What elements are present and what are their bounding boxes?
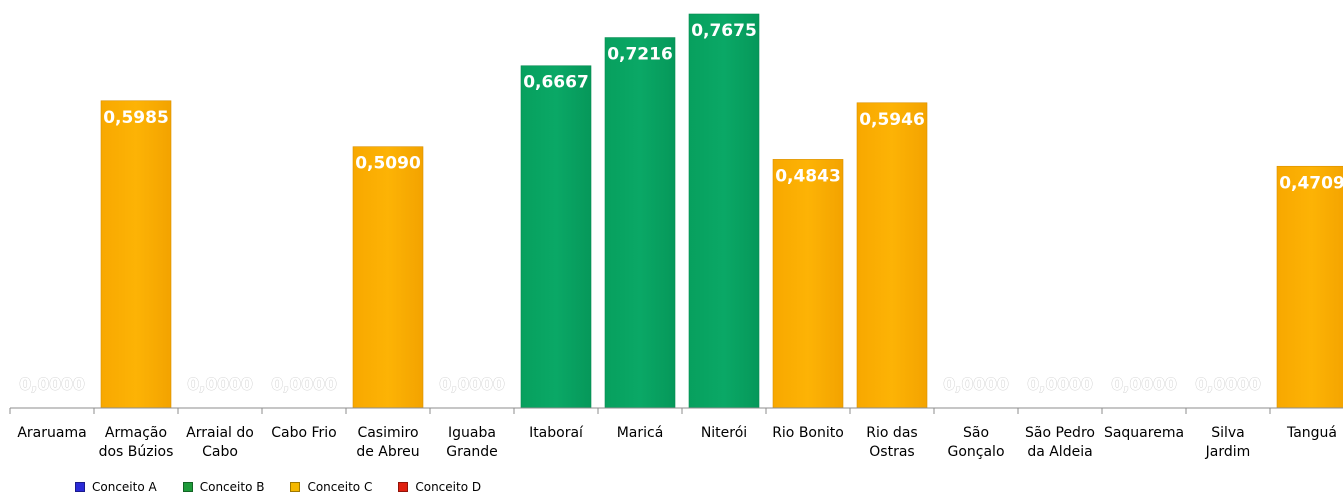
value-label-cabo-frio: 0,0000 bbox=[271, 375, 337, 395]
legend-label-c: Conceito C bbox=[307, 480, 373, 494]
legend-label-d: Conceito D bbox=[415, 480, 482, 494]
legend-item-conceito-b: Conceito B bbox=[182, 480, 265, 494]
category-label-iguaba-grande: Iguaba Grande bbox=[446, 425, 498, 460]
value-label-niteroi: 0,7675 bbox=[691, 21, 757, 41]
category-label-armacao-dos-buzios: Armação dos Búzios bbox=[99, 425, 174, 460]
category-label-arraial-do-cabo: Arraial do Cabo bbox=[186, 425, 254, 460]
bar-chart: 0,0000 0,5985 0,0000 0,0000 0,5090 0,0000 0,66… bbox=[9, 13, 1343, 460]
category-label-araruama: Araruama bbox=[17, 425, 86, 441]
legend-item-conceito-a: Conceito A bbox=[75, 480, 157, 494]
value-label-rio-das-ostras: 0,5946 bbox=[859, 110, 925, 130]
value-label-marica: 0,7216 bbox=[607, 45, 673, 65]
bar-armacao-dos-buzios bbox=[100, 100, 172, 409]
legend: Conceito A Conceito B Conceito C Conceit… bbox=[75, 480, 481, 494]
legend-swatch-c bbox=[290, 482, 301, 492]
category-label-tangua: Tanguá bbox=[1286, 425, 1337, 441]
value-label-saquarema: 0,0000 bbox=[1111, 375, 1177, 395]
legend-item-conceito-d: Conceito D bbox=[398, 480, 481, 494]
x-axis-ticks bbox=[9, 408, 1271, 414]
category-label-marica: Maricá bbox=[617, 425, 664, 441]
value-label-tangua: 0,4709 bbox=[1279, 173, 1343, 193]
value-label-casimiro-de-abreu: 0,5090 bbox=[355, 154, 421, 174]
bar-marica bbox=[604, 37, 676, 409]
legend-swatch-d bbox=[398, 482, 409, 492]
category-label-sao-goncalo: São Gonçalo bbox=[947, 425, 1004, 460]
value-label-armacao-dos-buzios: 0,5985 bbox=[103, 108, 169, 128]
value-label-sao-goncalo: 0,0000 bbox=[943, 375, 1009, 395]
value-label-silva-jardim: 0,0000 bbox=[1195, 375, 1261, 395]
category-label-sao-pedro-da-aldeia: São Pedro da Aldeia bbox=[1025, 425, 1095, 460]
legend-swatch-b bbox=[182, 482, 193, 492]
category-label-cabo-frio: Cabo Frio bbox=[271, 425, 337, 441]
bar-niteroi bbox=[688, 13, 760, 409]
category-label-casimiro-de-abreu: Casimiro de Abreu bbox=[356, 425, 419, 460]
bar-casimiro-de-abreu bbox=[352, 146, 424, 409]
value-label-iguaba-grande: 0,0000 bbox=[439, 375, 505, 395]
value-label-sao-pedro-da-aldeia: 0,0000 bbox=[1027, 375, 1093, 395]
value-label-araruama: 0,0000 bbox=[19, 375, 85, 395]
value-label-rio-bonito: 0,4843 bbox=[775, 166, 841, 186]
category-label-itaborai: Itaboraí bbox=[529, 425, 584, 441]
category-label-rio-das-ostras: Rio das Ostras bbox=[866, 425, 917, 460]
category-label-silva-jardim: Silva Jardim bbox=[1205, 425, 1251, 460]
bar-rio-bonito bbox=[772, 159, 844, 409]
category-label-rio-bonito: Rio Bonito bbox=[772, 425, 844, 441]
legend-item-conceito-c: Conceito C bbox=[290, 480, 372, 494]
value-label-arraial-do-cabo: 0,0000 bbox=[187, 375, 253, 395]
category-label-niteroi: Niterói bbox=[701, 425, 747, 441]
category-label-saquarema: Saquarema bbox=[1104, 425, 1184, 441]
bar-itaborai bbox=[520, 65, 592, 409]
bar-tangua bbox=[1276, 165, 1343, 409]
bar-rio-das-ostras bbox=[856, 102, 928, 409]
legend-label-a: Conceito A bbox=[92, 480, 157, 494]
bars-group: 0,0000 0,5985 0,0000 0,0000 0,5090 0,0000 0,66… bbox=[19, 13, 1343, 409]
legend-swatch-a bbox=[75, 482, 85, 492]
category-labels: Araruama Armação dos Búzios Arraial do Cabo C… bbox=[17, 425, 1337, 460]
legend-label-b: Conceito B bbox=[199, 480, 265, 494]
value-label-itaborai: 0,6667 bbox=[523, 73, 589, 93]
